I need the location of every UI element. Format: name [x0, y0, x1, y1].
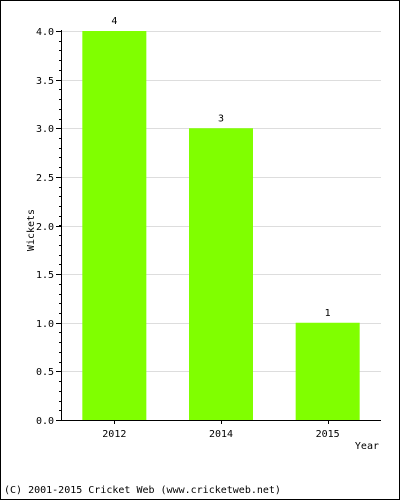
copyright-text: (C) 2001-2015 Cricket Web (www.cricketwe… [4, 485, 281, 496]
x-tick-label: 2014 [209, 429, 233, 440]
y-tick-label: 3.0 [36, 124, 54, 135]
axes-layer [56, 30, 381, 424]
y-tick-label: 3.5 [36, 76, 54, 87]
x-tick-label: 2012 [102, 429, 126, 440]
labels-layer: 0.0 0.5 1.0 1.5 2.0 2.5 3.0 3.5 4.0 4 2012 3 2014 1 20… [36, 16, 340, 440]
y-tick-label: 0.0 [36, 416, 54, 427]
y-tick-label: 0.5 [36, 367, 54, 378]
bars-layer [82, 31, 360, 420]
bar-data-label: 3 [218, 113, 224, 124]
x-axis-title: Year [355, 441, 379, 452]
bar-data-label: 1 [325, 308, 331, 319]
y-tick-label: 1.0 [36, 319, 54, 330]
y-axis-title: Wickets [26, 209, 37, 251]
y-tick-label: 2.5 [36, 173, 54, 184]
bar [295, 322, 360, 420]
bar [189, 128, 253, 420]
y-tick-label: 1.5 [36, 270, 54, 281]
y-tick-label: 4.0 [36, 27, 54, 38]
bar [82, 31, 147, 420]
bar-data-label: 4 [111, 16, 117, 27]
x-tick-label: 2015 [316, 429, 340, 440]
y-tick-label: 2.0 [36, 222, 54, 233]
